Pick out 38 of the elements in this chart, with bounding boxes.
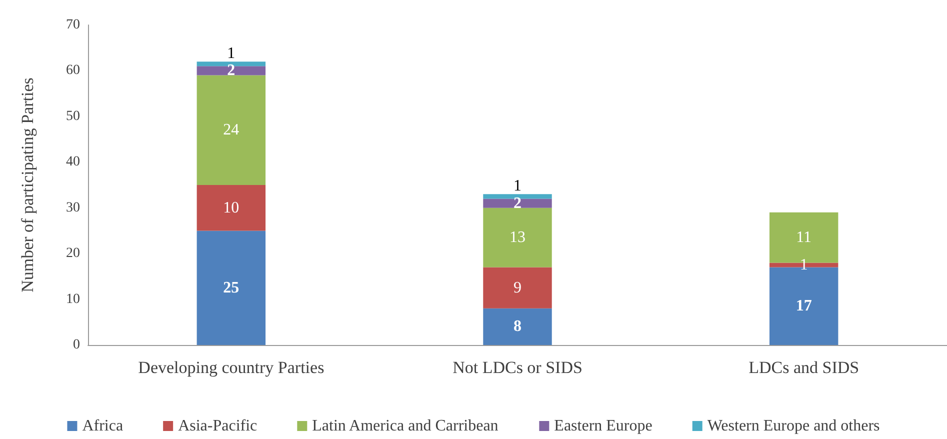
data-label: 17 <box>796 298 812 315</box>
y-tick-label: 20 <box>66 246 80 262</box>
bar <box>196 75 266 185</box>
y-tick-label: 60 <box>66 63 80 78</box>
data-label: 24 <box>223 122 240 139</box>
y-tick-label: 10 <box>66 292 80 307</box>
y-tick-label: 40 <box>66 154 80 170</box>
y-tick-label: 70 <box>66 18 80 32</box>
data-label: 25 <box>223 279 240 296</box>
data-label: 9 <box>514 279 522 296</box>
data-label: 2 <box>514 194 522 212</box>
y-tick-label: 30 <box>66 200 80 216</box>
bar <box>483 308 552 345</box>
y-tick-label: 50 <box>66 108 80 124</box>
data-label: 2 <box>227 62 236 80</box>
x-tick-label: Not LDCs or SIDS <box>452 358 582 377</box>
data-label: 8 <box>514 318 522 336</box>
data-label: 1 <box>514 178 522 195</box>
bar <box>483 198 552 208</box>
legend-label: Asia-Pacific <box>178 418 258 434</box>
bar <box>483 194 552 199</box>
legend-label: Eastern Europe <box>554 418 652 434</box>
bar <box>196 185 266 231</box>
bar <box>483 267 552 308</box>
bar <box>196 230 266 345</box>
legend-label: Western Europe and others <box>707 418 880 434</box>
legend-label: Latin America and Carribean <box>312 418 498 434</box>
data-label: 11 <box>796 229 812 246</box>
data-label: 10 <box>223 199 240 216</box>
bar <box>196 66 266 76</box>
x-tick-label: LDCs and SIDS <box>748 358 860 377</box>
data-label: 1 <box>227 45 236 62</box>
y-axis-title: Number of participating Parties <box>18 78 37 292</box>
data-label: 13 <box>510 229 526 246</box>
legend-label: Africa <box>82 418 124 434</box>
x-tick-label: Developing country Parties <box>138 358 324 377</box>
y-tick-label: 0 <box>73 338 80 352</box>
bar <box>483 208 552 268</box>
